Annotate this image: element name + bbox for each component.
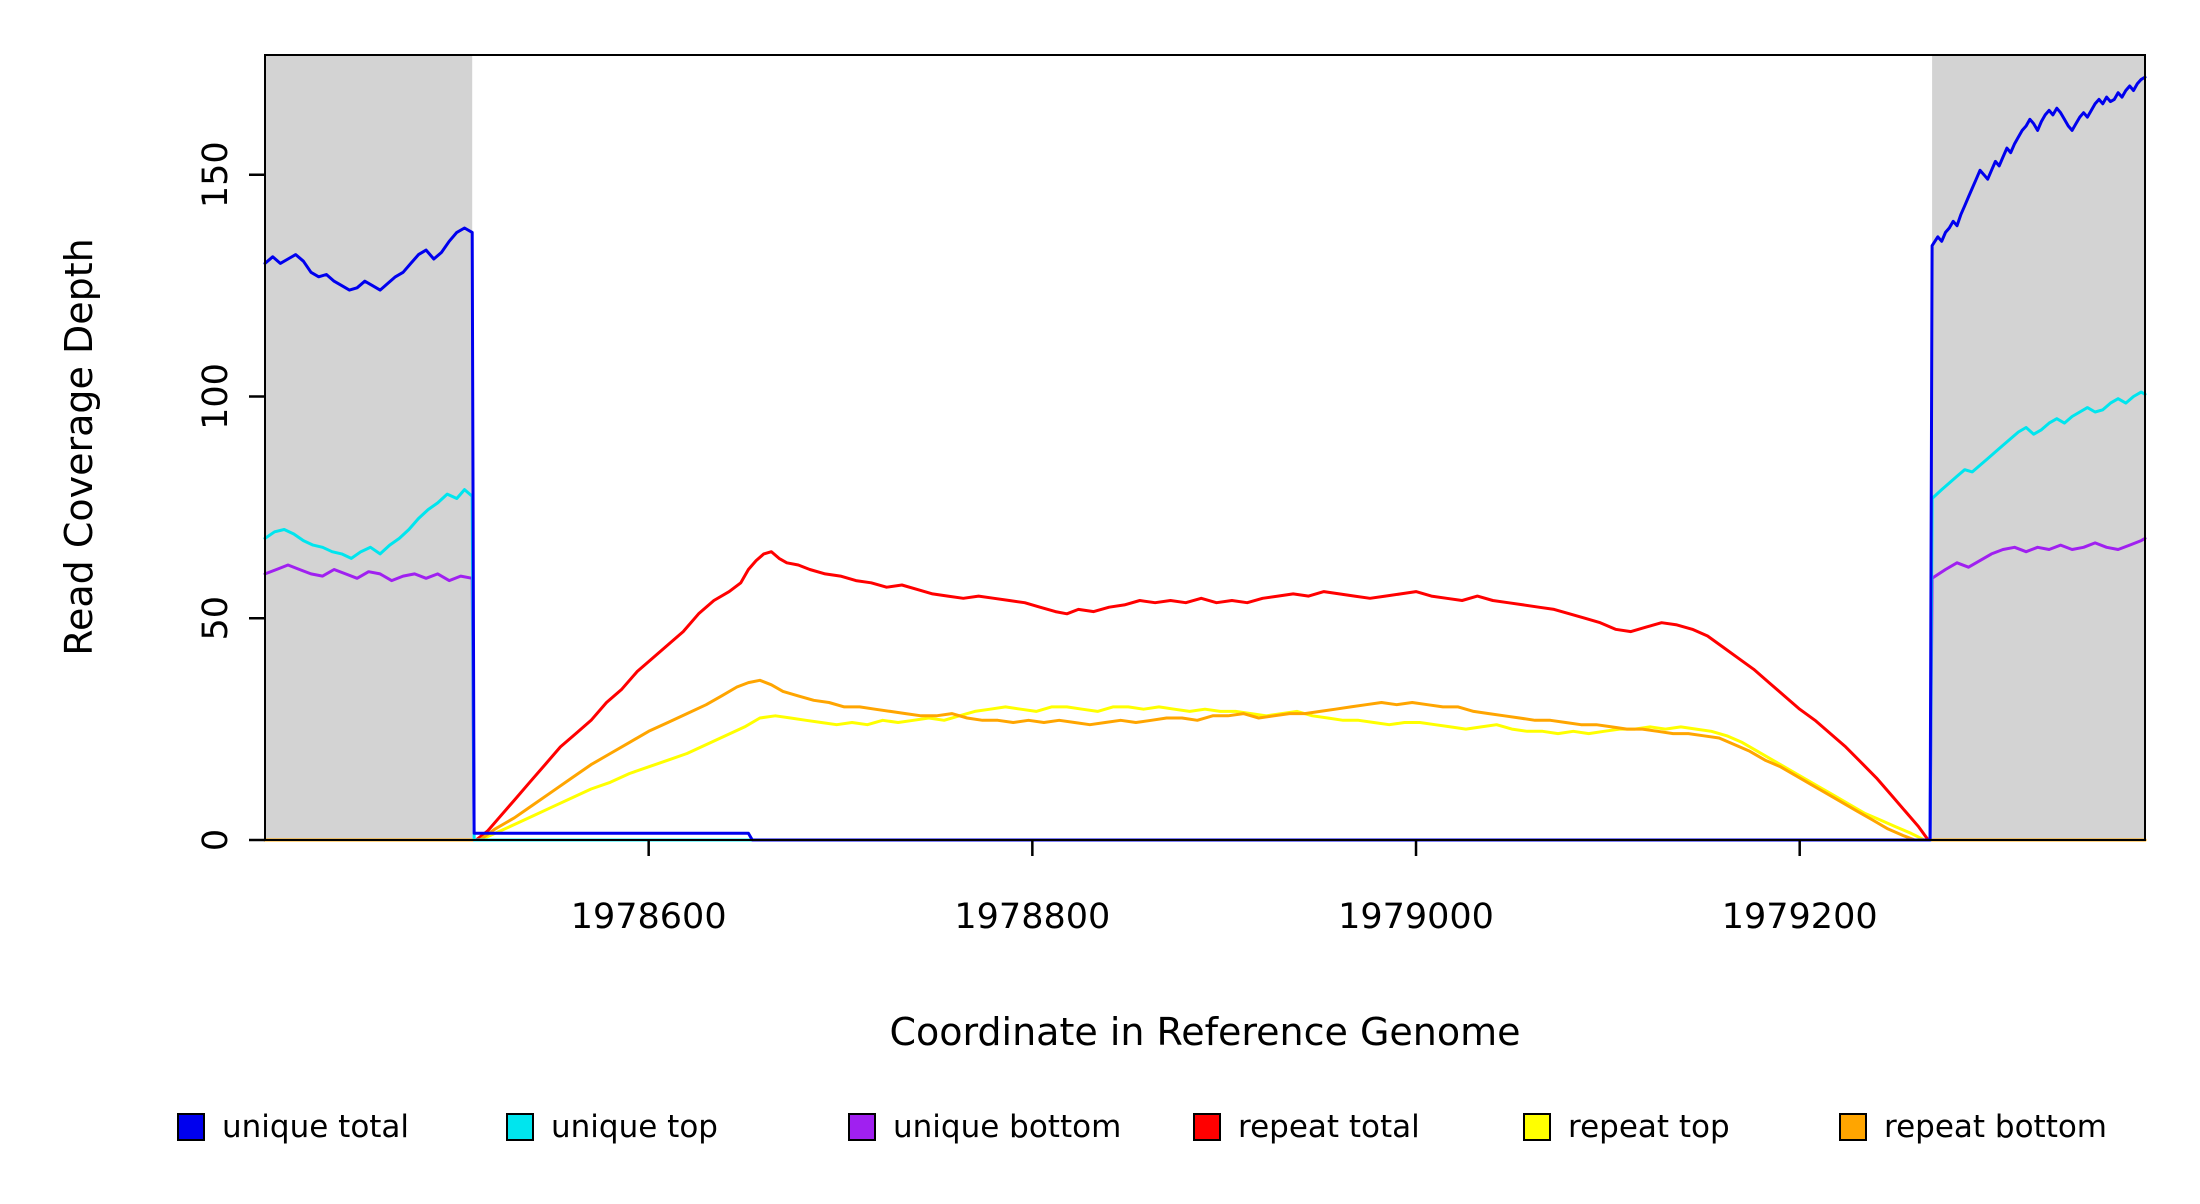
legend-label-unique-bottom: unique bottom [893, 1109, 1121, 1145]
shaded-region-right-flank [1932, 55, 2145, 840]
legend-label-repeat-top: repeat top [1568, 1109, 1730, 1145]
x-tick-label: 1978800 [954, 897, 1110, 937]
series-layer [263, 75, 2147, 842]
y-tick-label: 100 [196, 363, 236, 430]
legend: unique total unique top unique bottom repea… [177, 1109, 2107, 1145]
y-axis-title: Read Coverage Depth [57, 238, 101, 655]
y-tick-label: 50 [196, 596, 236, 641]
shaded-regions-layer [265, 55, 2145, 840]
x-tick-label: 1979000 [1338, 897, 1494, 937]
legend-swatch-unique-total [177, 1113, 205, 1141]
series-line-repeat-top [263, 705, 2147, 842]
x-axis-title: Coordinate in Reference Genome [889, 1010, 1520, 1054]
x-tick-label: 1978600 [571, 897, 727, 937]
legend-label-unique-top: unique top [551, 1109, 718, 1145]
legend-swatch-unique-bottom [848, 1113, 876, 1141]
x-tick-label: 1979200 [1722, 897, 1878, 937]
legend-swatch-repeat-total [1193, 1113, 1221, 1141]
series-line-unique-total [263, 75, 2147, 842]
series-line-unique-top [263, 390, 2147, 842]
legend-swatch-unique-top [506, 1113, 534, 1141]
legend-label-repeat-bottom: repeat bottom [1884, 1109, 2107, 1145]
legend-label-unique-total: unique total [222, 1109, 409, 1145]
legend-label-repeat-total: repeat total [1238, 1109, 1420, 1145]
legend-swatch-repeat-top [1523, 1113, 1551, 1141]
axes-layer: 1978600 1978800 1979000 1979200 0 50 100 150 [196, 54, 2146, 937]
legend-swatch-repeat-bottom [1839, 1113, 1867, 1141]
shaded-region-left-flank [265, 55, 473, 840]
y-tick-label: 0 [196, 829, 236, 851]
series-line-repeat-total [263, 550, 2147, 842]
series-line-repeat-bottom [263, 678, 2147, 842]
y-tick-label: 150 [196, 141, 236, 208]
plot-box [264, 54, 2146, 841]
